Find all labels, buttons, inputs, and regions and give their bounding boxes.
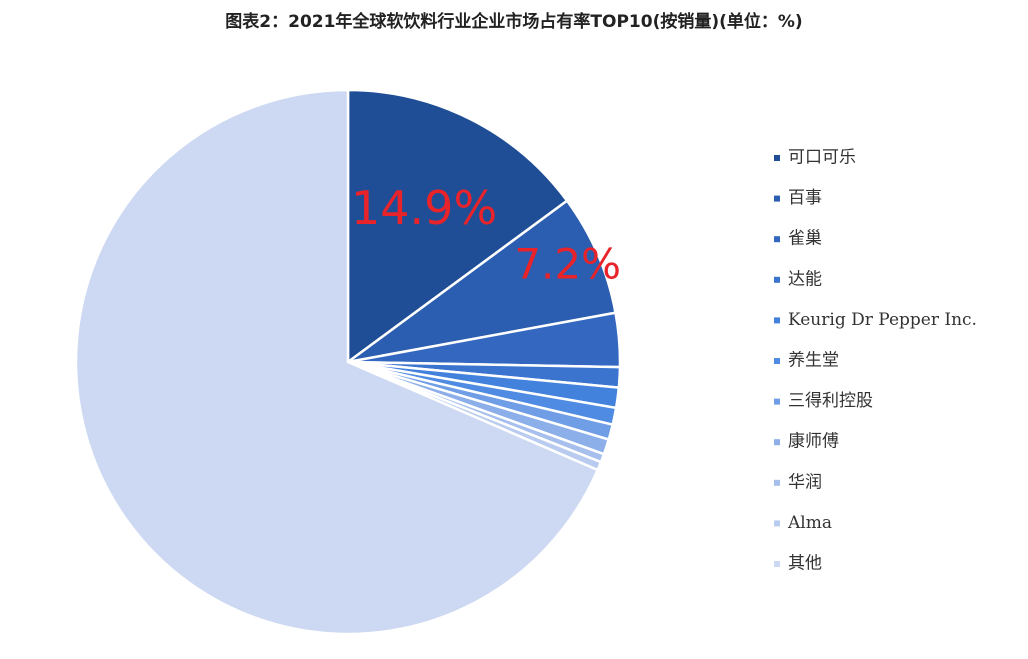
legend-marker: [774, 479, 780, 486]
legend-marker: [774, 398, 780, 405]
legend-label: 雀巢: [788, 229, 822, 249]
legend-label: 三得利控股: [788, 391, 873, 411]
legend-label: 康师傅: [788, 432, 839, 452]
legend-label: 达能: [788, 269, 822, 289]
legend-marker: [774, 520, 780, 527]
legend-label: 可口可乐: [788, 148, 856, 168]
legend-marker: [774, 195, 780, 202]
chart-title: 图表2：2021年全球软饮料行业企业市场占有率TOP10(按销量)(单位：%): [225, 11, 802, 32]
legend-marker: [774, 276, 780, 283]
legend-label: Alma: [787, 513, 832, 533]
legend-label: 百事: [788, 188, 822, 208]
legend-marker: [774, 561, 780, 567]
legend-label: 其他: [788, 554, 822, 574]
data-label: 14.9%: [351, 181, 497, 235]
pie-slice: [346, 88, 569, 365]
legend-marker: [774, 236, 780, 243]
legend-marker: [774, 317, 780, 324]
data-label: 7.2%: [514, 239, 621, 288]
legend-label: 华润: [788, 472, 822, 492]
pie-slice: [347, 198, 617, 364]
legend-label: Keurig Dr Pepper Inc.: [788, 310, 977, 330]
legend-marker: [774, 439, 780, 446]
pie-slice: [74, 88, 600, 636]
legend-label: 养生堂: [788, 351, 839, 371]
legend-marker: [774, 358, 780, 364]
legend-marker: [774, 155, 780, 161]
